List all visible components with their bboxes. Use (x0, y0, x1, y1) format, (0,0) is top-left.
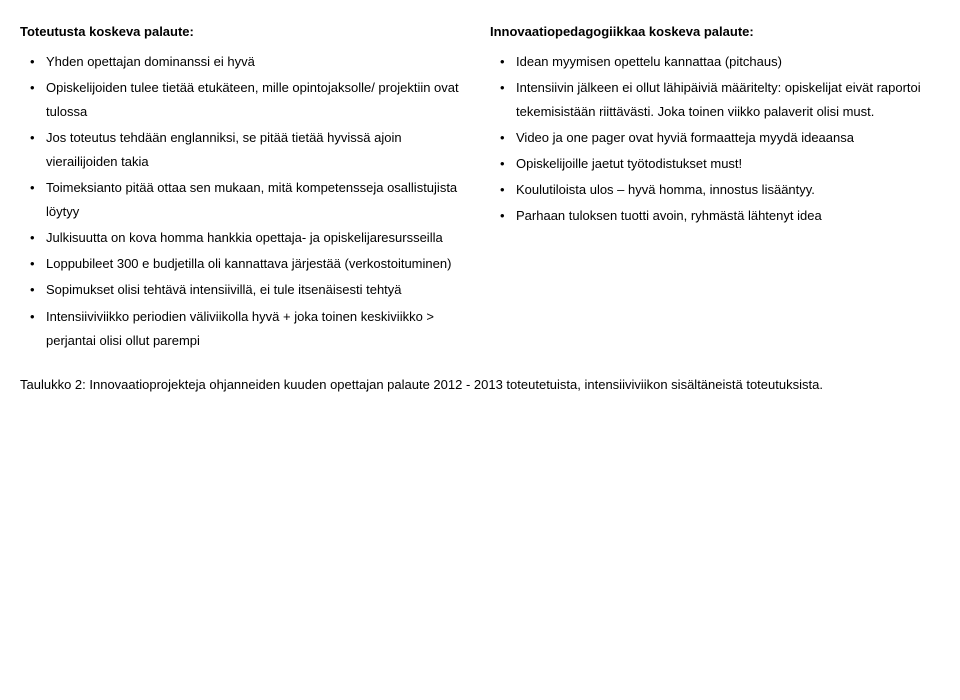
right-column: Innovaatiopedagogiikkaa koskeva palaute:… (490, 20, 940, 355)
list-item: Julkisuutta on kova homma hankkia opetta… (20, 226, 470, 250)
left-column-title: Toteutusta koskeva palaute: (20, 20, 470, 44)
right-list: Idean myymisen opettelu kannattaa (pitch… (490, 50, 940, 228)
list-item: Koulutiloista ulos – hyvä homma, innostu… (490, 178, 940, 202)
list-item: Loppubileet 300 e budjetilla oli kannatt… (20, 252, 470, 276)
list-item: Sopimukset olisi tehtävä intensiivillä, … (20, 278, 470, 302)
right-column-title: Innovaatiopedagogiikkaa koskeva palaute: (490, 20, 940, 44)
list-item: Parhaan tuloksen tuotti avoin, ryhmästä … (490, 204, 940, 228)
list-item: Yhden opettajan dominanssi ei hyvä (20, 50, 470, 74)
list-item: Toimeksianto pitää ottaa sen mukaan, mit… (20, 176, 470, 224)
list-item: Video ja one pager ovat hyviä formaattej… (490, 126, 940, 150)
list-item: Jos toteutus tehdään englanniksi, se pit… (20, 126, 470, 174)
left-list: Yhden opettajan dominanssi ei hyvä Opisk… (20, 50, 470, 353)
list-item: Idean myymisen opettelu kannattaa (pitch… (490, 50, 940, 74)
list-item: Opiskelijoiden tulee tietää etukäteen, m… (20, 76, 470, 124)
two-column-layout: Toteutusta koskeva palaute: Yhden opetta… (20, 20, 940, 355)
table-caption: Taulukko 2: Innovaatioprojekteja ohjanne… (20, 373, 940, 397)
left-column: Toteutusta koskeva palaute: Yhden opetta… (20, 20, 470, 355)
list-item: Opiskelijoille jaetut työtodistukset mus… (490, 152, 940, 176)
list-item: Intensiivin jälkeen ei ollut lähipäiviä … (490, 76, 940, 124)
list-item: Intensiiviviikko periodien väliviikolla … (20, 305, 470, 353)
